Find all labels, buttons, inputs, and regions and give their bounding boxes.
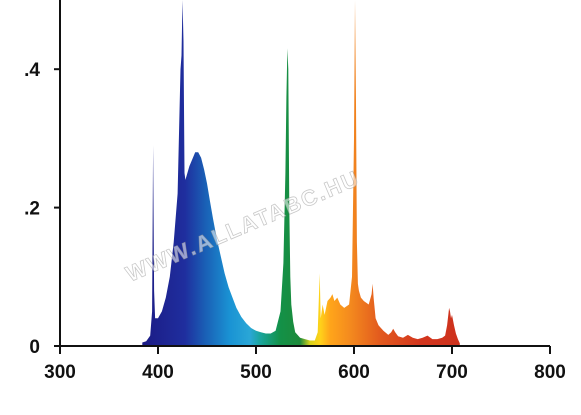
x-tick-label: 300	[44, 362, 76, 383]
x-tick-label: 700	[436, 362, 468, 383]
x-tick-label: 400	[142, 362, 174, 383]
y-tick-label: .4	[24, 60, 40, 81]
x-tick-label: 800	[534, 362, 566, 383]
y-axis-ticks: 0 .2 .4	[24, 60, 60, 358]
y-tick-label: 0	[29, 337, 40, 358]
x-axis-ticks: 300 400 500 600 700 800	[44, 346, 566, 383]
x-tick-label: 600	[338, 362, 370, 383]
spectrum-area	[142, 0, 460, 346]
watermark-text: WWW.ALLATABC.HU	[122, 165, 363, 286]
plot-area	[142, 0, 460, 346]
x-tick-label: 500	[240, 362, 272, 383]
y-tick-label: .2	[24, 199, 40, 220]
axes: 300 400 500 600 700 800 0 .2 .4	[24, 0, 566, 383]
